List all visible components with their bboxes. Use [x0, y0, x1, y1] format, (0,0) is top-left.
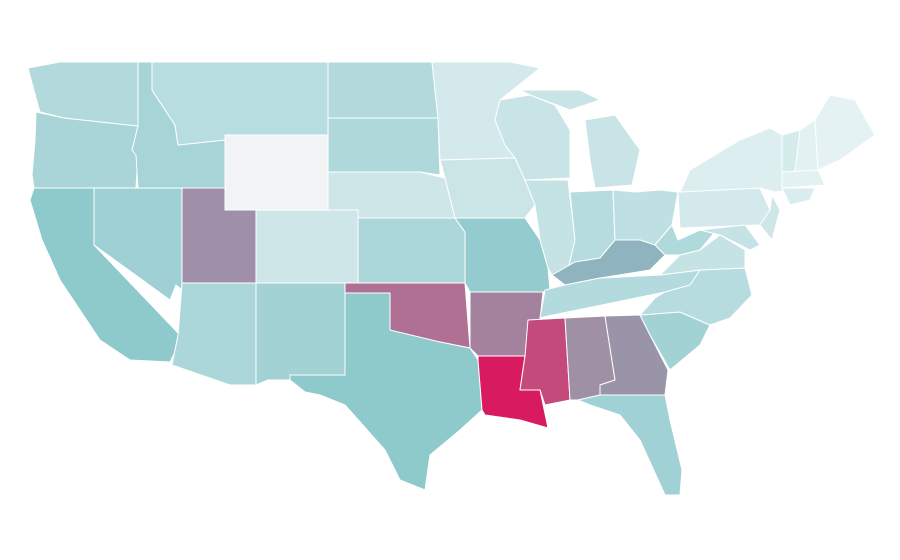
state [454, 217, 551, 293]
state [289, 292, 483, 491]
state [577, 394, 683, 496]
state [814, 94, 876, 171]
state [639, 267, 753, 326]
state [327, 117, 441, 176]
state [327, 61, 439, 119]
state [171, 282, 257, 386]
state [781, 187, 816, 206]
state [794, 119, 819, 173]
state [759, 194, 781, 241]
state [699, 224, 761, 251]
states [27, 61, 876, 496]
state [679, 127, 791, 193]
state [519, 89, 601, 111]
state [357, 217, 466, 284]
state [584, 114, 641, 189]
state [151, 61, 329, 146]
state [224, 134, 329, 211]
state [255, 209, 359, 284]
state [255, 282, 346, 386]
state [677, 187, 771, 229]
state [781, 169, 826, 189]
